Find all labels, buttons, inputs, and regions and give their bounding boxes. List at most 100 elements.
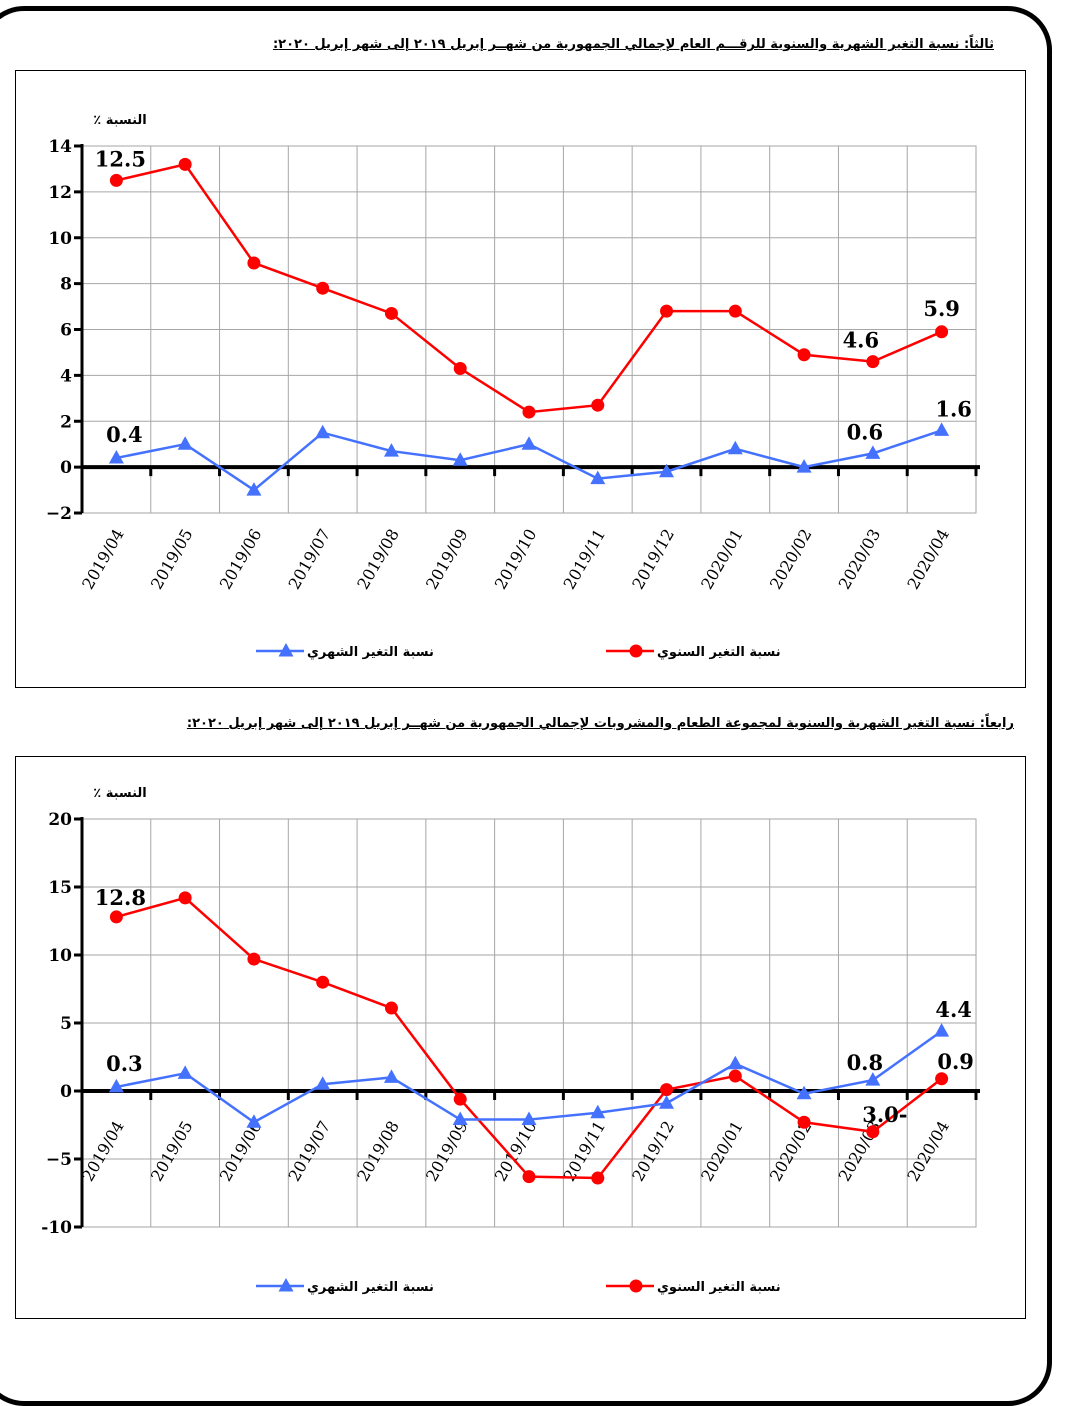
data-point-monthly [659, 1095, 675, 1109]
y-tick-label: −2 [46, 504, 72, 524]
x-tick-label: 2020/04 [903, 526, 953, 593]
data-point-monthly [590, 470, 606, 485]
y-tick-label: 2 [60, 412, 72, 432]
data-point-annual [728, 304, 742, 318]
data-point-monthly [108, 449, 124, 464]
legend-label: نسبة التغير السنوي [657, 645, 781, 660]
data-point-monthly [934, 422, 950, 436]
data-point-monthly [865, 1072, 881, 1086]
x-tick-label: 2019/04 [78, 526, 128, 593]
y-axis-label: النسبة ٪ [93, 113, 147, 128]
data-point-monthly [659, 463, 675, 478]
y-tick-label: 14 [48, 137, 72, 157]
y-tick-label: 0 [60, 458, 72, 478]
data-point-annual [522, 405, 536, 419]
data-label: 1.6 [935, 396, 972, 421]
y-tick-label: 12 [48, 183, 72, 203]
x-tick-label: 2020/02 [766, 1118, 816, 1185]
data-point-annual [591, 1171, 605, 1185]
legend-label: نسبة التغير الشهري [307, 1280, 434, 1295]
chart-svg-1: −2 0 2 4 6 8 10 12 14 2019/04 2019/05 2019/06 2019/0… [46, 113, 980, 660]
data-point-monthly [315, 1076, 331, 1090]
y-tick-label: 10 [48, 946, 72, 966]
data-label: 4.4 [935, 997, 972, 1022]
data-point-monthly [521, 436, 537, 450]
section-title-4: رابعاً: نسبة التغير الشهرية والسنوية لمج… [186, 716, 1014, 731]
x-tick-label: 2019/09 [422, 1118, 472, 1185]
data-point-monthly [727, 1055, 743, 1070]
data-point-monthly [521, 1111, 537, 1126]
data-label: 3.0- [862, 1102, 907, 1127]
y-tick-label: 6 [60, 321, 72, 341]
x-tick-label: 2019/07 [284, 1118, 334, 1185]
data-point-monthly [727, 440, 743, 455]
x-tick-label: 2019/06 [216, 526, 266, 593]
section-title-3: ثالثاً: نسبة التغير الشهرية والسنوية للر… [272, 37, 994, 52]
x-tick-label: 2019/12 [628, 526, 678, 593]
data-point-monthly [590, 1104, 606, 1119]
x-tick-label: 2019/08 [353, 1118, 403, 1185]
data-point-annual [384, 306, 398, 320]
data-point-annual [935, 1072, 949, 1086]
data-point-annual [109, 173, 123, 187]
legend-label: نسبة التغير السنوي [657, 1280, 781, 1295]
x-tick-label: 2019/08 [353, 526, 403, 593]
chart-monthly-annual-food: -10 −5 0 5 10 15 20 2019/04 2019/05 2019/06 2019/0… [15, 756, 1026, 1319]
data-point-monthly [108, 1078, 124, 1093]
data-point-annual [866, 355, 880, 369]
y-tick-label: 0 [60, 1082, 72, 1102]
data-point-annual [660, 304, 674, 318]
data-label: 5.9 [923, 296, 960, 321]
y-tick-label: 15 [48, 878, 72, 898]
y-tick-label: 8 [60, 275, 72, 295]
data-point-monthly [865, 445, 881, 459]
data-point-monthly [246, 1114, 262, 1128]
x-tick-label: 2020/01 [697, 1118, 747, 1185]
y-tick-label: 5 [60, 1014, 72, 1034]
data-point-annual [660, 1083, 674, 1097]
data-point-annual [453, 1092, 467, 1106]
data-label: 0.3 [106, 1051, 143, 1076]
data-point-annual [316, 281, 330, 295]
x-tick-label: 2020/04 [903, 1118, 953, 1185]
data-point-annual [797, 348, 811, 362]
x-tick-label: 2020/03 [835, 526, 885, 593]
data-label: 0.4 [106, 422, 143, 447]
x-tick-label: 2019/05 [147, 1118, 197, 1185]
y-tick-label: 4 [60, 366, 72, 386]
data-label: 12.5 [95, 146, 146, 171]
x-tick-label: 2019/11 [560, 526, 610, 593]
data-point-annual [522, 1170, 536, 1184]
legend-marker-triangle [278, 1278, 294, 1292]
data-point-annual [178, 157, 192, 171]
legend-marker-triangle [278, 643, 294, 657]
data-point-annual [797, 1115, 811, 1129]
data-point-monthly [452, 1111, 468, 1126]
x-tick-label: 2019/07 [284, 526, 334, 593]
data-label: 0.9 [937, 1049, 974, 1074]
data-point-monthly [315, 424, 331, 439]
data-point-monthly [246, 482, 262, 496]
data-point-annual [453, 361, 467, 375]
y-axis-label: النسبة ٪ [93, 786, 147, 801]
data-point-annual [178, 891, 192, 905]
series-line [116, 1030, 943, 1124]
data-label: 0.8 [847, 1050, 884, 1075]
data-point-annual [384, 1001, 398, 1015]
legend-label: نسبة التغير الشهري [307, 645, 434, 660]
x-tick-label: 2019/04 [78, 1118, 128, 1185]
data-point-annual [109, 910, 123, 924]
legend-marker-circle [629, 644, 643, 658]
y-tick-label: 20 [48, 810, 72, 830]
x-tick-label: 2019/05 [147, 526, 197, 593]
data-label: 12.8 [95, 885, 146, 910]
data-point-annual [591, 398, 605, 412]
data-point-annual [247, 256, 261, 270]
data-point-monthly [383, 443, 399, 457]
data-point-annual [866, 1125, 880, 1139]
data-point-monthly [177, 436, 193, 450]
chart-monthly-annual-general: −2 0 2 4 6 8 10 12 14 2019/04 2019/05 2019/06 2019/0… [15, 70, 1026, 688]
data-point-annual [247, 952, 261, 966]
legend-marker-circle [629, 1279, 643, 1293]
